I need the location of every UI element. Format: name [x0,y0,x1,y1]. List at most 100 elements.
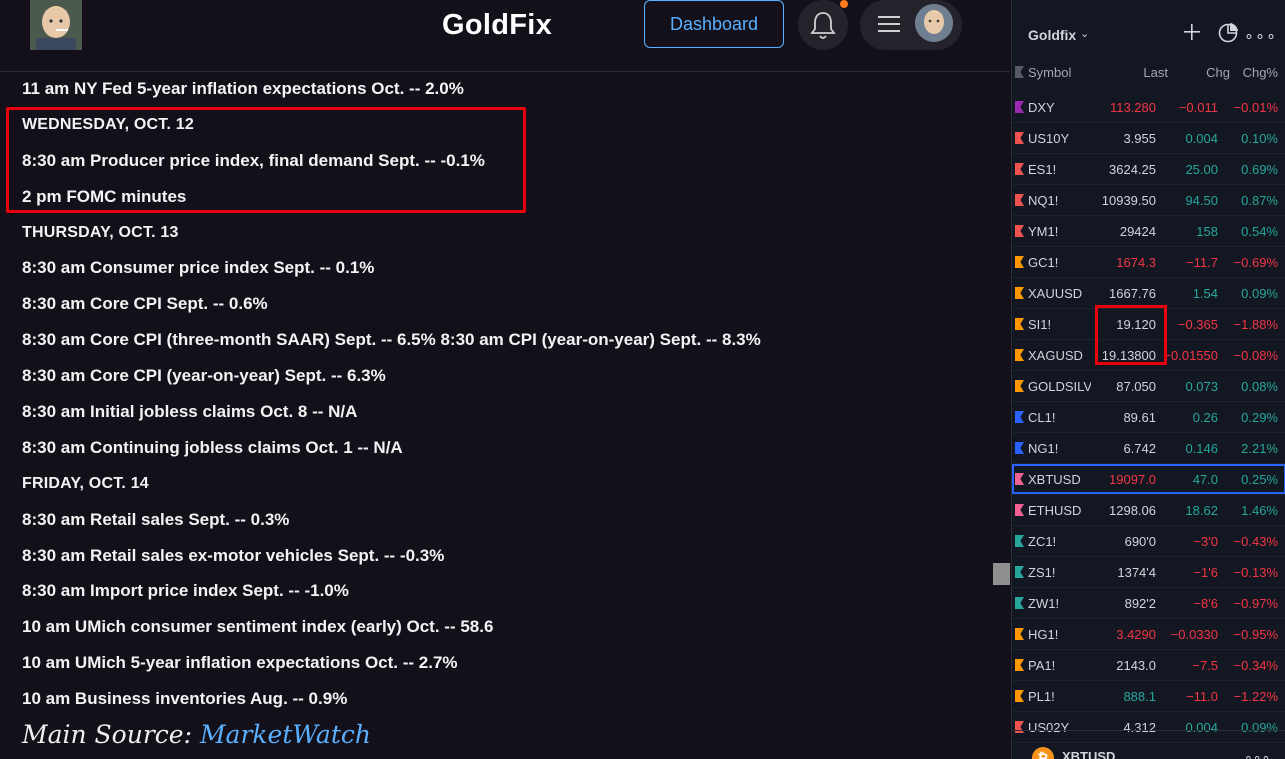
chevron-down-icon[interactable]: ⌄ [1080,28,1090,40]
row-chgp: −0.01% [1233,100,1278,115]
watchlist-row[interactable]: XAUUSD 1667.76 1.54 0.09% [1012,278,1285,309]
calendar-item: 11 am NY Fed 5-year inflation expectatio… [22,79,464,98]
watchlist-row[interactable]: ZW1! 892'2 −8'6 −0.97% [1012,588,1285,619]
flag-icon[interactable] [1015,473,1024,485]
row-last: 4.312 [1123,720,1156,735]
symbol-details-bar: ₿ XBTUSD ∘∘∘ [1012,730,1285,759]
watchlist-row[interactable]: NQ1! 10939.50 94.50 0.87% [1012,185,1285,216]
calendar-item: 8:30 am Producer price index, final dema… [22,150,485,170]
watchlist-name[interactable]: Goldfix [1028,27,1077,43]
column-symbol[interactable]: Symbol [1028,65,1072,80]
watchlist-row[interactable]: US10Y 3.955 0.004 0.10% [1012,123,1285,154]
row-chg: −0.365 [1177,317,1218,332]
highlight-box-silver-prices [1095,305,1167,365]
more-options-icon[interactable]: ∘∘∘ [1244,28,1278,45]
add-symbol-icon[interactable] [1182,22,1202,42]
flag-icon[interactable] [1015,318,1024,330]
site-title[interactable]: GoldFix [442,9,553,41]
row-chg: 18.62 [1185,503,1218,518]
row-chgp: −0.13% [1233,565,1278,580]
watchlist-row[interactable]: SI1! 19.120 −0.365 −1.88% [1012,309,1285,340]
watchlist-row[interactable]: DXY 113.280 −0.011 −0.01% [1012,92,1285,123]
main-source: Main Source: MarketWatch [22,720,371,749]
row-chg: 0.146 [1185,441,1218,456]
row-symbol: GOLDSILVER [1028,379,1091,394]
marketwatch-link[interactable]: MarketWatch [199,720,371,749]
watchlist-row[interactable]: GOLDSILVER 87.050 0.073 0.08% [1012,371,1285,402]
flag-icon[interactable] [1015,721,1024,733]
column-chgp[interactable]: Chg% [1242,65,1278,80]
dashboard-button[interactable]: Dashboard [644,0,784,48]
row-chgp: 0.25% [1241,472,1278,487]
watchlist-row[interactable]: YM1! 29424 158 0.54% [1012,216,1285,247]
calendar-item: 8:30 am Core CPI Sept. -- 0.6% [22,294,268,314]
flag-icon[interactable] [1015,349,1024,361]
row-symbol: GC1! [1028,255,1059,270]
flag-icon[interactable] [1015,194,1024,206]
scrollbar-thumb[interactable] [993,563,1010,585]
row-chg: 158 [1196,224,1218,239]
watchlist-row[interactable]: CL1! 89.61 0.26 0.29% [1012,402,1285,433]
watchlist-row[interactable]: PL1! 888.1 −11.0 −1.22% [1012,681,1285,712]
row-chg: −1'6 [1193,565,1218,580]
row-chg: −11.0 [1186,689,1218,704]
flag-icon[interactable] [1015,566,1024,578]
row-chgp: 0.09% [1241,286,1278,301]
flag-icon[interactable] [1015,597,1024,609]
flag-icon[interactable] [1015,535,1024,547]
flag-icon[interactable] [1015,690,1024,702]
details-symbol[interactable]: XBTUSD [1062,749,1116,759]
flag-icon[interactable] [1015,225,1024,237]
pie-chart-icon[interactable] [1217,22,1239,44]
bitcoin-icon: ₿ [1032,747,1054,759]
flag-icon[interactable] [1015,411,1024,423]
watchlist-row[interactable]: PA1! 2143.0 −7.5 −0.34% [1012,650,1285,681]
row-symbol: ZS1! [1028,565,1056,580]
watchlist-row[interactable]: ETHUSD 1298.06 18.62 1.46% [1012,495,1285,526]
row-chg: 0.26 [1192,410,1218,425]
flag-icon[interactable] [1015,504,1024,516]
watchlist-row[interactable]: HG1! 3.4290 −0.0330 −0.95% [1012,619,1285,650]
watchlist-row[interactable]: ZS1! 1374'4 −1'6 −0.13% [1012,557,1285,588]
row-symbol: PL1! [1028,689,1055,704]
row-last: 113.280 [1109,100,1156,115]
watchlist-row[interactable]: NG1! 6.742 0.146 2.21% [1012,433,1285,464]
flag-icon[interactable] [1015,163,1024,175]
flag-icon[interactable] [1015,628,1024,640]
flag-icon[interactable] [1015,101,1024,113]
flag-icon[interactable] [1015,659,1024,671]
row-chgp: −0.43% [1233,534,1278,549]
row-chg: −0.011 [1178,100,1218,115]
user-avatar[interactable] [915,4,953,42]
calendar-item: 8:30 am Core CPI (year-on-year) Sept. --… [22,366,386,386]
flag-icon[interactable] [1015,442,1024,454]
notifications-button[interactable] [798,0,848,50]
calendar-item: 8:30 am Retail sales ex-motor vehicles S… [22,545,445,565]
row-chgp: −0.34% [1233,658,1278,673]
watchlist-row[interactable]: GC1! 1674.3 −11.7 −0.69% [1012,247,1285,278]
column-last[interactable]: Last [1143,65,1168,80]
hamburger-icon[interactable] [878,15,900,33]
flag-icon[interactable] [1015,380,1024,392]
calendar-item: 8:30 am Retail sales Sept. -- 0.3% [22,509,290,529]
watchlist-row[interactable]: XAGUSD 19.13800 −0.01550 −0.08% [1012,340,1285,371]
watchlist-row[interactable]: US02Y 4.312 0.004 0.09% [1012,712,1285,743]
site-logo-avatar[interactable] [30,0,82,50]
flag-icon[interactable] [1015,132,1024,144]
row-chgp: 0.09% [1241,720,1278,735]
row-last: 87.050 [1116,379,1156,394]
row-last: 892'2 [1124,596,1156,611]
watchlist-row[interactable]: ZC1! 690'0 −3'0 −0.43% [1012,526,1285,557]
flag-icon[interactable] [1015,287,1024,299]
row-symbol: DXY [1028,100,1055,115]
watchlist-row[interactable]: XBTUSD 19097.0 47.0 0.25% [1012,464,1285,495]
calendar-item: 10 am UMich consumer sentiment index (ea… [22,617,494,637]
more-options-icon[interactable]: ∘∘∘ [1244,749,1271,759]
row-chgp: 0.54% [1241,224,1278,239]
watchlist-header-row: Symbol Last Chg Chg% [1012,62,1285,82]
watchlist-row[interactable]: ES1! 3624.25 25.00 0.69% [1012,154,1285,185]
flag-icon[interactable] [1015,256,1024,268]
row-chgp: 0.10% [1241,131,1278,146]
column-chg[interactable]: Chg [1206,65,1230,80]
row-symbol: CL1! [1028,410,1056,425]
